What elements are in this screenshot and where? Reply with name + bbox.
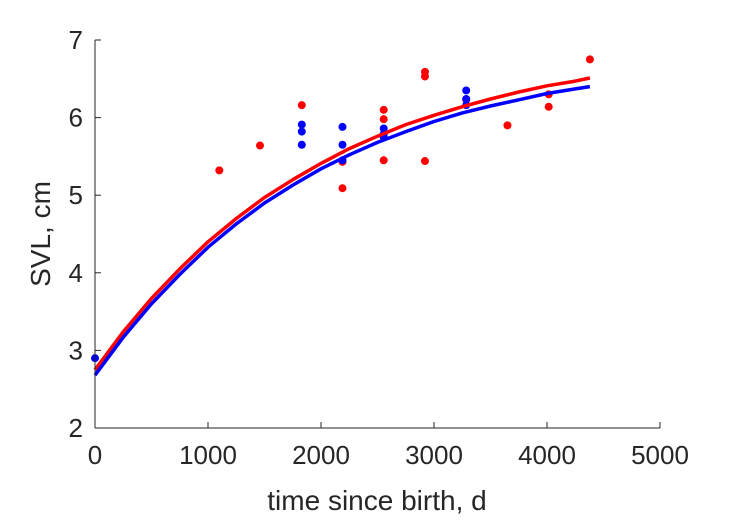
red-data-point (420, 157, 429, 166)
red-data-point (420, 72, 429, 81)
x-tick-label: 0 (88, 440, 102, 470)
red-data-point (338, 184, 347, 193)
blue-data-point (462, 86, 471, 95)
red-data-point (255, 141, 264, 150)
y-axis-ticks: 2 3 4 5 6 7 (69, 25, 101, 443)
blue-data-point (338, 140, 347, 149)
y-tick-label: 6 (69, 103, 83, 133)
x-tick-label: 5000 (631, 440, 689, 470)
plot-marks (91, 55, 594, 377)
x-tick-label: 3000 (405, 440, 463, 470)
y-tick-label: 4 (69, 258, 83, 288)
red-data-point (544, 102, 553, 111)
x-axis-label: time since birth, d (267, 485, 486, 516)
red-data-point (379, 156, 388, 165)
red-data-point (503, 121, 512, 130)
y-axis-label: SVL, cm (25, 181, 56, 287)
y-tick-label: 7 (69, 25, 83, 55)
blue-data-point (297, 127, 306, 136)
red-data-point (379, 115, 388, 124)
x-axis-ticks: 0 1000 2000 3000 4000 5000 (88, 422, 689, 470)
blue-data-point (462, 94, 471, 103)
red-data-point (379, 105, 388, 114)
red-data-point (585, 55, 594, 64)
red-data-point (297, 101, 306, 110)
x-tick-label: 1000 (179, 440, 237, 470)
x-tick-label: 2000 (292, 440, 350, 470)
red-data-point (215, 166, 224, 175)
y-tick-label: 3 (69, 335, 83, 365)
x-tick-label: 4000 (518, 440, 576, 470)
red-fit-line (93, 76, 591, 371)
blue-data-point (297, 120, 306, 129)
y-tick-label: 2 (69, 413, 83, 443)
blue-data-point (338, 122, 347, 131)
y-tick-label: 5 (69, 180, 83, 210)
blue-fit-line (93, 84, 591, 377)
blue-data-point (297, 140, 306, 149)
